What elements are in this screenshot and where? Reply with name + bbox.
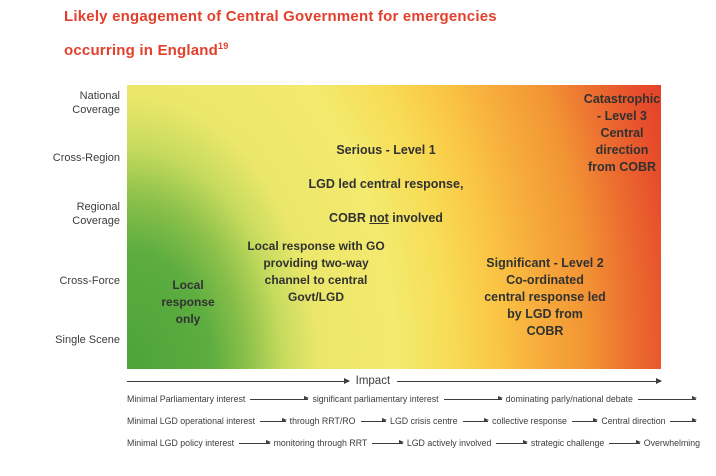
arrow-right-icon [260,418,287,422]
progression-item: LGD crisis centre [390,416,458,426]
progression-item: Minimal LGD policy interest [127,438,235,448]
serious-line-3: COBR not involved [329,211,443,225]
coverage-axis: National Coverage Cross-Region Regional … [28,85,120,369]
serious-line-2: LGD led central response, [308,177,464,191]
arrow-right-icon [462,418,489,422]
progression-item: Central direction [601,416,666,426]
impact-axis: Impact [127,373,662,389]
arrow-right-icon [670,418,697,422]
axis-label-single-scene: Single Scene [55,334,120,346]
title-line-1: Likely engagement of Central Government … [64,8,497,25]
impact-axis-label: Impact [355,375,391,387]
zone-label-serious-level-1: Serious - Level 1 LGD led central respon… [267,125,505,244]
title-line-2: occurring in England19 [64,41,229,59]
progression-item: strategic challenge [530,438,605,448]
progression-row-lgd-operational: Minimal LGD operational interest through … [127,415,700,427]
arrow-right-icon [443,396,503,400]
arrow-right-icon [250,396,310,400]
page-title: Likely engagement of Central Government … [64,8,497,60]
progression-item: LGD actively involved [406,438,492,448]
axis-label-cross-force: Cross-Force [59,275,120,287]
progression-item: Minimal Parliamentary interest [127,394,246,404]
underlined-not: not [369,211,389,225]
zone-label-local-response: Local response only [161,278,215,326]
arrow-right-icon [372,440,404,444]
zone-label-significant-level-2: Significant - Level 2 Co-ordinated centr… [484,256,606,338]
impact-arrow-right-icon [397,377,662,384]
progression-item: collective response [492,416,567,426]
arrow-right-icon [609,440,641,444]
arrow-right-icon [239,440,271,444]
axis-label-cross-region: Cross-Region [52,152,120,164]
engagement-gradient-chart: Local response only Local response with … [127,85,661,369]
progression-item: through RRT/RO [289,416,356,426]
arrow-right-icon [360,418,387,422]
axis-label-national-coverage: National Coverage [72,90,120,116]
progression-row-lgd-policy: Minimal LGD policy interest monitoring th… [127,437,700,449]
arrow-right-icon [637,396,698,400]
progression-item: Minimal LGD operational interest [127,416,256,426]
impact-arrow-left-icon [127,377,350,384]
axis-label-regional-coverage: Regional Coverage [72,201,120,227]
serious-title: Serious - Level 1 [336,143,436,157]
progression-row-parliamentary: Minimal Parliamentary interest significan… [127,393,700,405]
progression-item: Overwhelming [643,438,701,448]
progression-item: dominating parly/national debate [505,394,633,404]
zone-label-local-go: Local response with GO providing two-way… [247,239,385,304]
arrow-right-icon [496,440,528,444]
progression-item: monitoring through RRT [273,438,368,448]
progression-item: significant parliamentary interest [312,394,439,404]
title-footnote-superscript: 19 [218,41,229,51]
arrow-right-icon [571,418,598,422]
zone-label-catastrophic-level-3: Catastrophic - Level 3 Central direction… [583,92,661,174]
